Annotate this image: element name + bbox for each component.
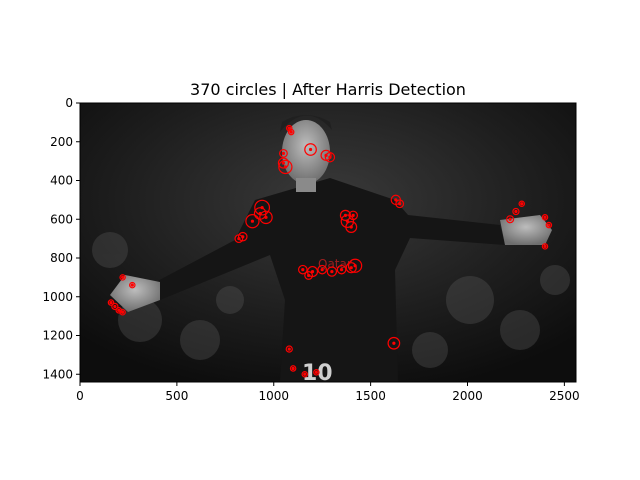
harris-center-dot <box>308 147 313 152</box>
harris-circle <box>254 199 271 216</box>
harris-center-dot <box>514 209 518 214</box>
harris-circle <box>506 215 515 224</box>
harris-center-dot <box>314 370 318 374</box>
harris-center-dot <box>339 268 344 272</box>
harris-circle <box>326 266 338 277</box>
harris-center-dot <box>547 223 551 227</box>
harris-center-dot <box>237 237 241 241</box>
harris-center-dot <box>287 126 291 130</box>
harris-center-dot <box>320 268 324 272</box>
harris-circle <box>347 258 363 273</box>
harris-circle <box>345 221 358 233</box>
harris-center-dot <box>303 372 307 376</box>
harris-center-dot <box>264 215 268 219</box>
harris-circle <box>348 210 359 221</box>
y-tick-label: 200 <box>50 135 73 149</box>
harris-circle <box>279 148 288 158</box>
harris-center-dot <box>281 151 286 155</box>
harris-circle <box>259 210 273 225</box>
harris-center-dot <box>289 130 293 134</box>
y-tick-label: 1200 <box>42 329 73 343</box>
harris-circle <box>245 214 260 229</box>
player-figure: Qatar 10 <box>110 115 552 382</box>
harris-center-dot <box>349 225 353 229</box>
harris-center-dot <box>520 202 524 206</box>
harris-circle <box>278 159 293 175</box>
y-tick-label: 1000 <box>42 290 73 304</box>
harris-circles <box>107 124 553 378</box>
harris-circle <box>541 214 549 221</box>
harris-center-dot <box>281 161 286 165</box>
harris-circle <box>304 143 317 156</box>
harris-center-dot <box>307 273 311 278</box>
harris-circle <box>339 209 352 221</box>
harris-center-dot <box>113 304 117 309</box>
x-tick-label: 0 <box>76 389 84 403</box>
harris-circle <box>119 274 126 281</box>
harris-center-dot <box>287 347 291 351</box>
x-tick-label: 1500 <box>355 389 386 403</box>
y-tick-label: 400 <box>50 174 73 188</box>
harris-circle <box>541 243 549 250</box>
harris-center-dot <box>330 269 334 274</box>
harris-center-dot <box>328 155 332 159</box>
harris-circle <box>285 345 293 353</box>
harris-circle <box>313 369 320 376</box>
harris-circle <box>324 152 336 163</box>
harris-circle <box>237 231 248 242</box>
plot-title: 370 circles | After Harris Detection <box>190 80 466 99</box>
harris-center-dot <box>117 308 121 312</box>
x-tick-label: 2500 <box>549 389 580 403</box>
harris-center-dot <box>543 215 547 219</box>
y-tick-label: 1400 <box>42 367 73 381</box>
harris-center-dot <box>392 341 396 345</box>
harris-circle <box>111 302 119 311</box>
harris-circle <box>518 200 526 208</box>
harris-circle <box>298 264 308 275</box>
harris-center-dot <box>250 219 255 223</box>
harris-circle <box>345 262 357 274</box>
harris-circle <box>395 199 405 209</box>
harris-circle <box>387 336 401 350</box>
harris-center-dot <box>351 213 355 217</box>
harris-circle <box>107 299 115 306</box>
harris-circle <box>301 370 309 378</box>
harris-center-dot <box>543 244 547 248</box>
x-tick-label: 1000 <box>258 389 289 403</box>
harris-center-dot <box>349 266 353 270</box>
harris-circle <box>512 207 520 216</box>
harris-center-dot <box>291 366 295 371</box>
x-tick-label: 500 <box>165 389 188 403</box>
y-tick-label: 600 <box>50 212 73 226</box>
harris-center-dot <box>130 283 134 287</box>
y-tick-label: 800 <box>50 251 73 265</box>
x-axis-ticks: 0 500 1000 1500 2000 2500 <box>76 382 580 403</box>
harris-circle <box>289 365 297 372</box>
harris-center-dot <box>109 300 113 305</box>
harris-center-dot <box>343 213 348 217</box>
y-tick-label: 0 <box>65 96 73 110</box>
harris-circle <box>119 308 126 316</box>
harris-circle <box>287 128 295 136</box>
image-panel: Qatar 10 <box>80 103 576 382</box>
harris-circle <box>336 264 347 275</box>
harris-circle <box>129 281 136 289</box>
y-axis-ticks: 0 200 400 600 800 1000 1200 1400 <box>42 96 80 381</box>
harris-center-dot <box>508 217 512 221</box>
axes-frame <box>79 102 577 383</box>
harris-circle <box>340 214 355 228</box>
harris-circle <box>304 271 314 280</box>
harris-center-dot <box>398 202 402 206</box>
harris-center-dot <box>121 275 125 279</box>
harris-circle <box>317 264 328 275</box>
harris-circle <box>234 234 244 244</box>
harris-center-dot <box>121 310 125 314</box>
x-tick-label: 2000 <box>452 389 483 403</box>
harris-circle <box>545 221 553 229</box>
harris-circle <box>277 157 290 169</box>
harris-center-dot <box>301 268 305 272</box>
